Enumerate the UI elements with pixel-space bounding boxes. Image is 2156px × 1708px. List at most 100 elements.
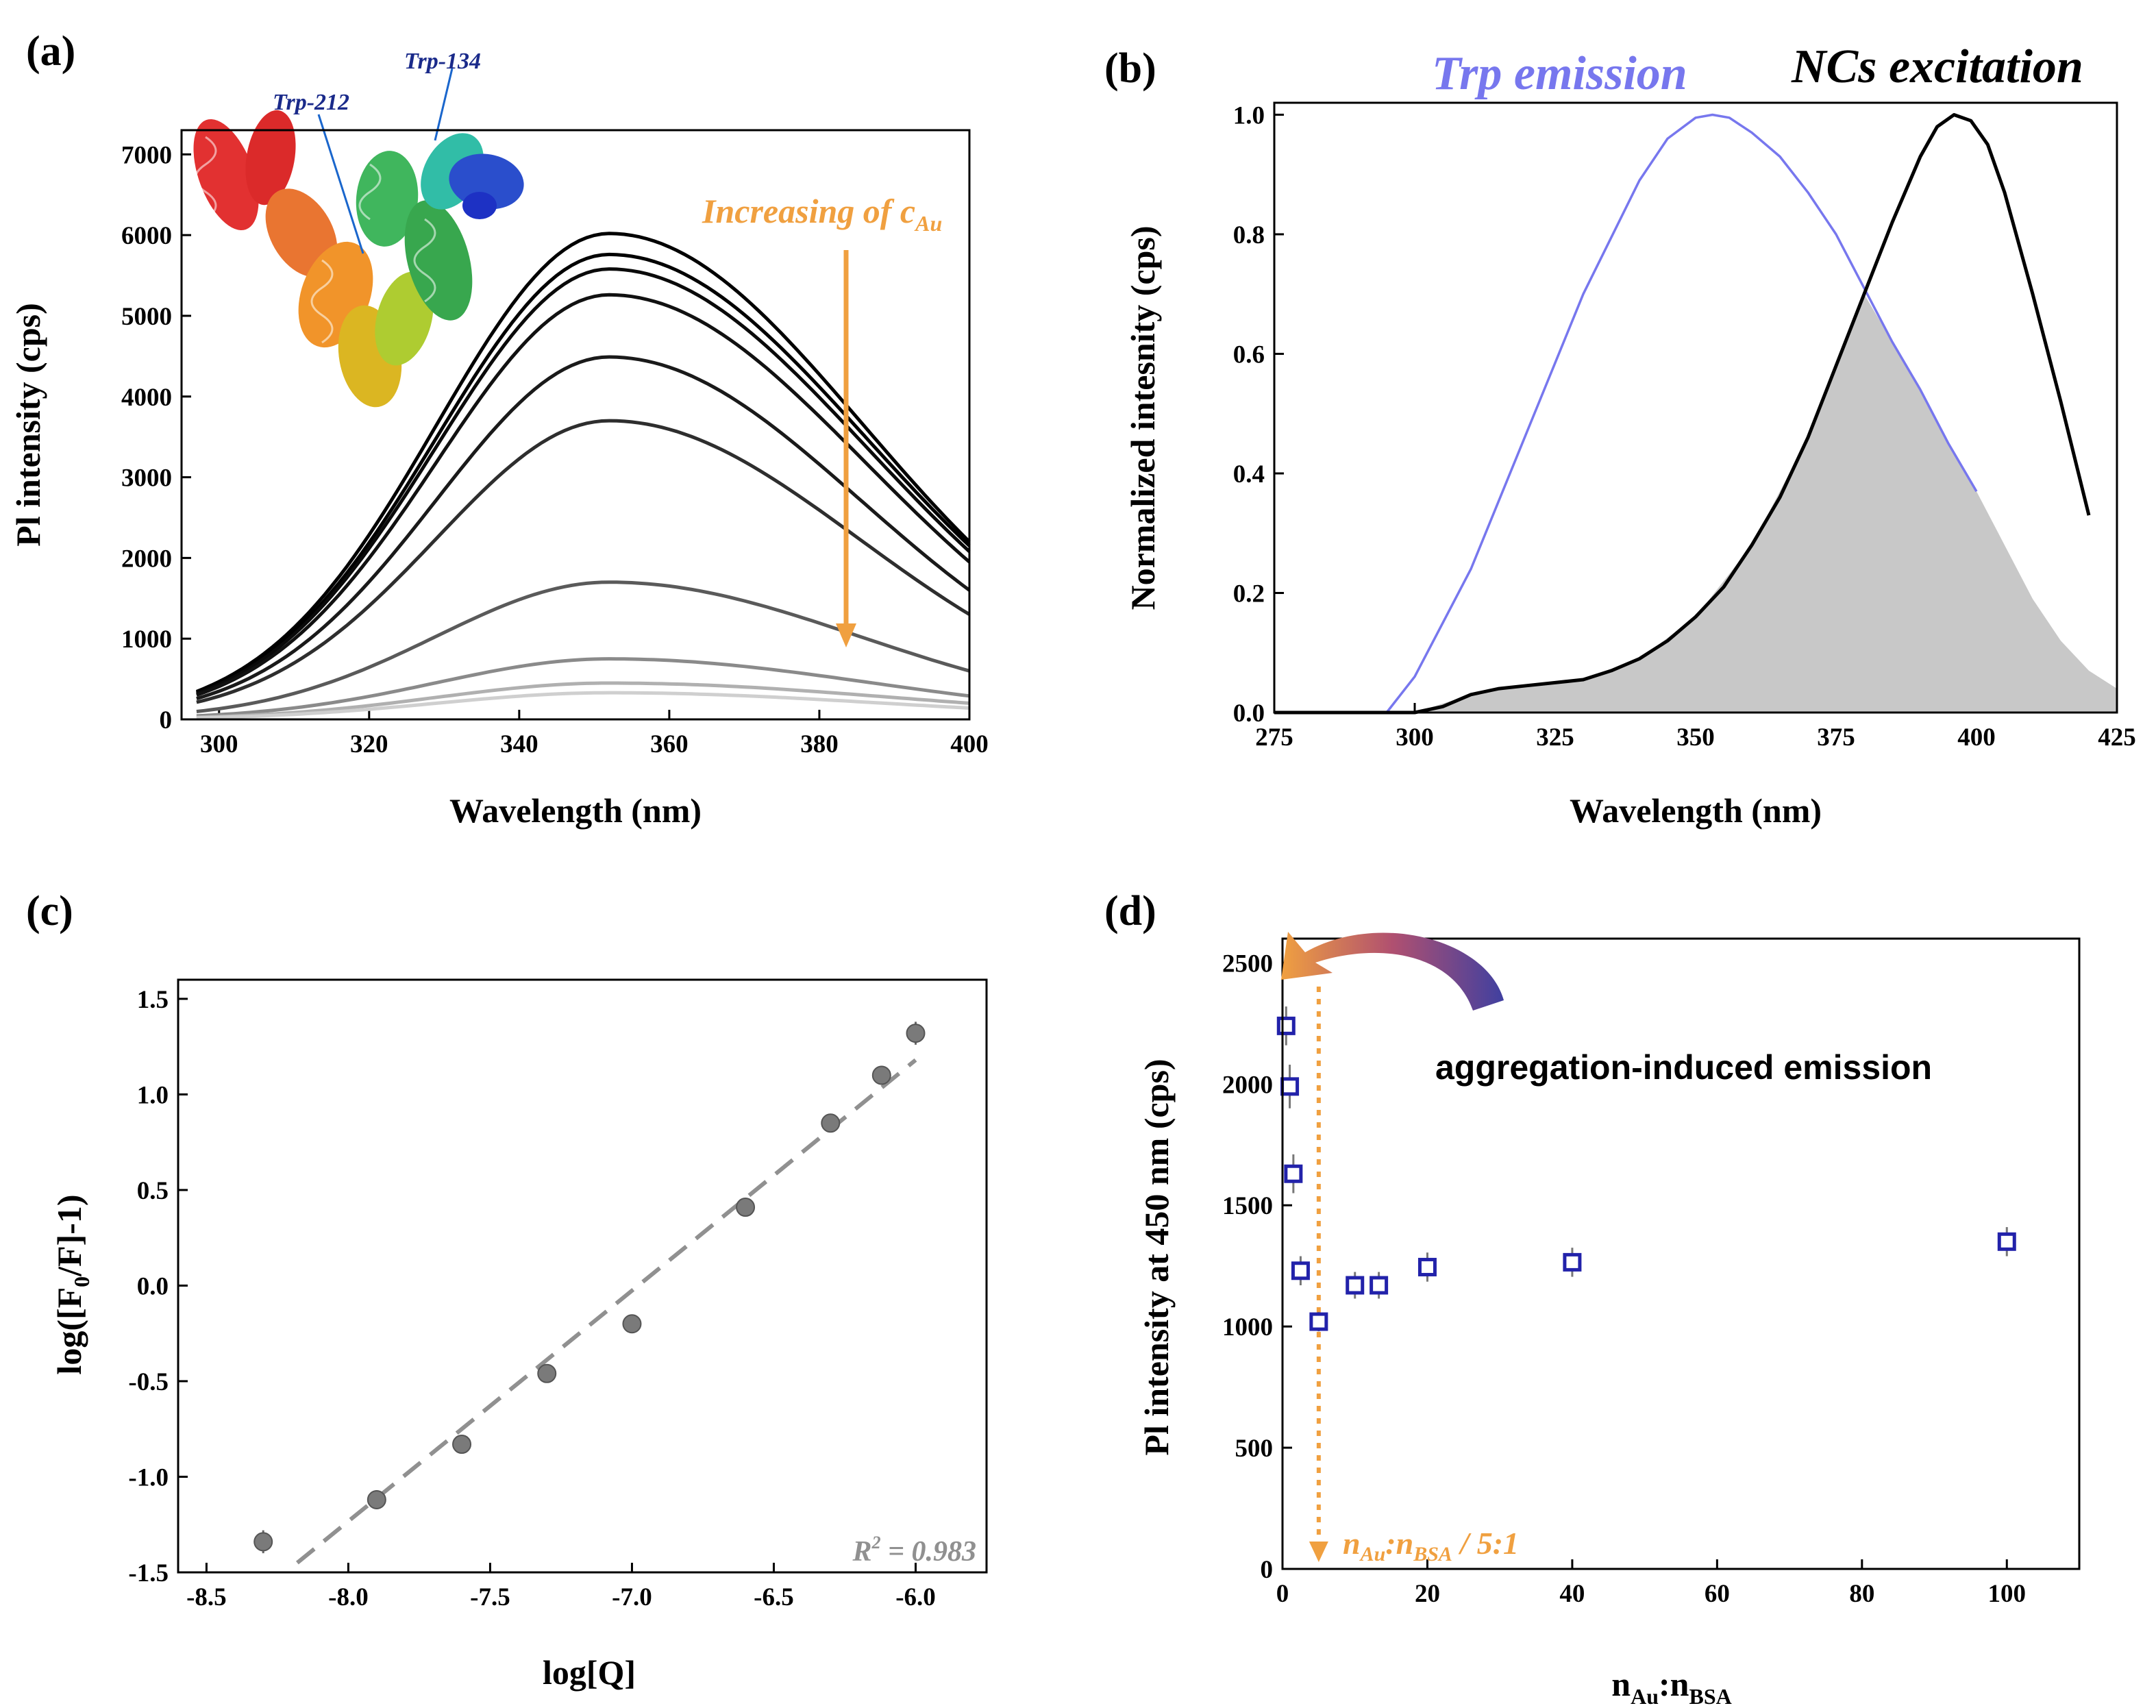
panel-b-xtick-label: 300 [1396, 723, 1434, 752]
panel-c-plot-frame [177, 978, 988, 1574]
panel-d-label: (d) [1104, 888, 1156, 935]
panel-c-ylabel: log([F0/F]-1) [50, 1194, 94, 1374]
legend-trp-emission: Trp emission [1432, 47, 1687, 100]
data-point [1563, 1252, 1582, 1272]
protein-structure-illustration [193, 110, 524, 408]
data-point [821, 1113, 841, 1133]
data-point [1276, 1016, 1296, 1035]
panel-c-ytick-label: 0.5 [137, 1177, 169, 1205]
trp212-pointer [317, 114, 364, 254]
panel-d-ytick-label: 1500 [1222, 1192, 1273, 1220]
curve-c9 [196, 681, 970, 719]
trp212-label: Trp-212 [273, 90, 349, 115]
panel-a-ytick-label: 6000 [121, 222, 172, 250]
panel-c-ytick-label: -1.5 [128, 1559, 169, 1587]
panel-c-xtick-label: -6.0 [895, 1583, 936, 1611]
panel-b-ticks: 275 300 325 350 375 400 425 0.0 0.2 0.4 0.6 0.8 1.0 [1233, 101, 2136, 752]
spectral-overlap-area [1415, 294, 2117, 713]
panel-b-label: (b) [1104, 45, 1156, 92]
curve-c6 [196, 419, 971, 704]
panel-d-xtick-label: 40 [1559, 1580, 1585, 1608]
aie-annotation: aggregation-induced emission [1435, 1048, 1932, 1087]
panel-a-ticks: 300 320 340 360 380 4000100020003000400050006… [121, 141, 989, 758]
r-squared-label: R2 = 0.983 [852, 1533, 976, 1568]
panel-d-ytick-label: 2000 [1222, 1071, 1273, 1099]
panel-d-ytick-label: 0 [1261, 1556, 1274, 1584]
panel-d-xtick-label: 60 [1705, 1580, 1730, 1608]
panel-c-ytick-label: -1.0 [128, 1463, 169, 1492]
panel-b-ytick-label: 0.4 [1233, 460, 1265, 488]
panel-d-plot-frame [1281, 937, 2081, 1570]
panel-d-ytick-label: 1000 [1222, 1313, 1273, 1341]
panel-b-xtick-label: 350 [1676, 723, 1715, 752]
panel-a-ytick-label: 2000 [121, 545, 172, 573]
panel-a-ytick-label: 4000 [121, 384, 172, 412]
curve-c8 [196, 657, 970, 718]
panel-b: (b) 275 300 325 350 375 400 425 0.0 0.2 0.4 0.6 0.8… [1104, 40, 2136, 830]
panel-d-ytick-label: 500 [1235, 1435, 1274, 1463]
curve-c1 [195, 232, 971, 693]
panel-a-label: (a) [26, 28, 75, 75]
increasing-arrow-head [836, 623, 856, 647]
panel-c-xtick-label: -7.0 [612, 1583, 652, 1611]
data-point [1309, 1312, 1328, 1331]
data-point [1346, 1276, 1365, 1295]
trp134-pointer [434, 68, 454, 141]
data-point [871, 1065, 891, 1085]
aie-curved-arrow [1281, 932, 1504, 1011]
data-point [1370, 1276, 1389, 1295]
ncs-excitation-line [1274, 113, 2091, 715]
panel-d-ytick-label: 2500 [1222, 950, 1273, 978]
panel-a-xtick-label: 320 [350, 730, 388, 758]
trp-emission-line [1274, 113, 1978, 714]
panel-d-ylabel: Pl intensity at 450 nm (cps) [1137, 1059, 1176, 1455]
panel-b-ytick-label: 0.8 [1233, 221, 1265, 249]
curve-c2 [196, 252, 971, 695]
panel-a-xtick-label: 300 [200, 730, 238, 758]
panel-b-xtick-label: 325 [1536, 723, 1574, 752]
data-point [537, 1363, 557, 1383]
panel-a-xtick-label: 340 [500, 730, 538, 758]
panel-a: (a) Trp-212 Trp-134 300 320 340 360 380 4 [9, 28, 989, 830]
panel-d-xtick-label: 100 [1988, 1580, 2027, 1608]
data-point [906, 1024, 926, 1043]
data-point [1284, 1164, 1303, 1183]
panel-c-xtick-label: -8.5 [186, 1583, 227, 1611]
panel-c-ytick-label: 0.0 [137, 1272, 169, 1300]
panel-b-xtick-label: 425 [2098, 723, 2136, 752]
panel-a-xtick-label: 380 [800, 730, 839, 758]
panel-b-ylabel: Normalized intesnity (cps) [1124, 225, 1162, 610]
panel-a-ytick-label: 0 [160, 706, 173, 734]
panel-c-ytick-label: -0.5 [128, 1368, 169, 1396]
curve-c4 [196, 293, 971, 697]
data-point [452, 1435, 472, 1455]
curve-c5 [196, 355, 971, 701]
panel-a-ytick-label: 5000 [121, 303, 172, 331]
panel-b-curves [1274, 113, 2117, 715]
curve-c3 [196, 267, 971, 695]
panel-b-xtick-label: 275 [1255, 723, 1293, 752]
increasing-annotation: Increasing of cAu [702, 192, 942, 236]
panel-d-xtick-label: 20 [1415, 1580, 1440, 1608]
panel-c-xtick-label: -8.0 [328, 1583, 369, 1611]
panel-d-marks [1276, 987, 2016, 1562]
legend-ncs-excitation: NCs excitation [1791, 40, 2083, 93]
ratio-annotation: nAu:nBSA / 5:1 [1343, 1526, 1519, 1565]
panel-b-ytick-label: 0.6 [1233, 341, 1265, 369]
data-point [1997, 1232, 2016, 1251]
panel-b-xtick-label: 400 [1957, 723, 1996, 752]
curve-c10 [196, 691, 970, 720]
panel-a-ytick-label: 3000 [121, 465, 172, 493]
panel-d-xtick-label: 80 [1849, 1580, 1874, 1608]
data-point [1280, 1077, 1300, 1096]
panel-b-xlabel: Wavelength (nm) [1570, 791, 1822, 830]
data-point [622, 1314, 642, 1334]
panel-c-ticks: -8.5 -8.0 -7.5 -7.0 -6.5 -6.0 -1.5 -1.0 -0.5 0.0 0… [128, 986, 935, 1611]
panel-d-xlabel: nAu:nBSA [1611, 1665, 1731, 1708]
panel-c-label: (c) [26, 888, 73, 935]
data-point [1291, 1261, 1310, 1280]
panel-b-ytick-label: 0.0 [1233, 700, 1265, 728]
panel-c-xlabel: log[Q] [543, 1653, 636, 1692]
